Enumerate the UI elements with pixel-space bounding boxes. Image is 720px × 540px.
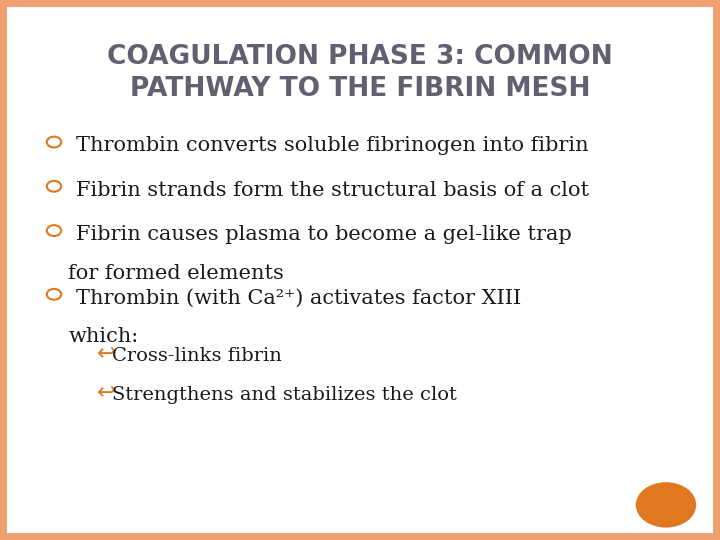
Text: ↩: ↩ [97, 344, 116, 365]
Circle shape [47, 225, 61, 236]
Circle shape [636, 482, 696, 528]
Text: for formed elements: for formed elements [68, 264, 284, 283]
Text: Fibrin causes plasma to become a gel-like trap: Fibrin causes plasma to become a gel-lik… [76, 225, 572, 244]
Text: ↩: ↩ [97, 383, 116, 403]
Text: Thrombin (with Ca²⁺) activates factor XIII: Thrombin (with Ca²⁺) activates factor XI… [76, 288, 521, 308]
Circle shape [47, 137, 61, 147]
Circle shape [47, 289, 61, 300]
Circle shape [47, 181, 61, 192]
Text: which:: which: [68, 327, 139, 347]
Text: Strengthens and stabilizes the clot: Strengthens and stabilizes the clot [112, 386, 456, 404]
Text: Thrombin converts soluble fibrinogen into fibrin: Thrombin converts soluble fibrinogen int… [76, 136, 588, 156]
Text: Fibrin strands form the structural basis of a clot: Fibrin strands form the structural basis… [76, 180, 589, 200]
Text: Cross-links fibrin: Cross-links fibrin [112, 347, 282, 366]
Text: PATHWAY TO THE FIBRIN MESH: PATHWAY TO THE FIBRIN MESH [130, 76, 590, 102]
Text: COAGULATION PHASE 3: COMMON: COAGULATION PHASE 3: COMMON [107, 44, 613, 70]
